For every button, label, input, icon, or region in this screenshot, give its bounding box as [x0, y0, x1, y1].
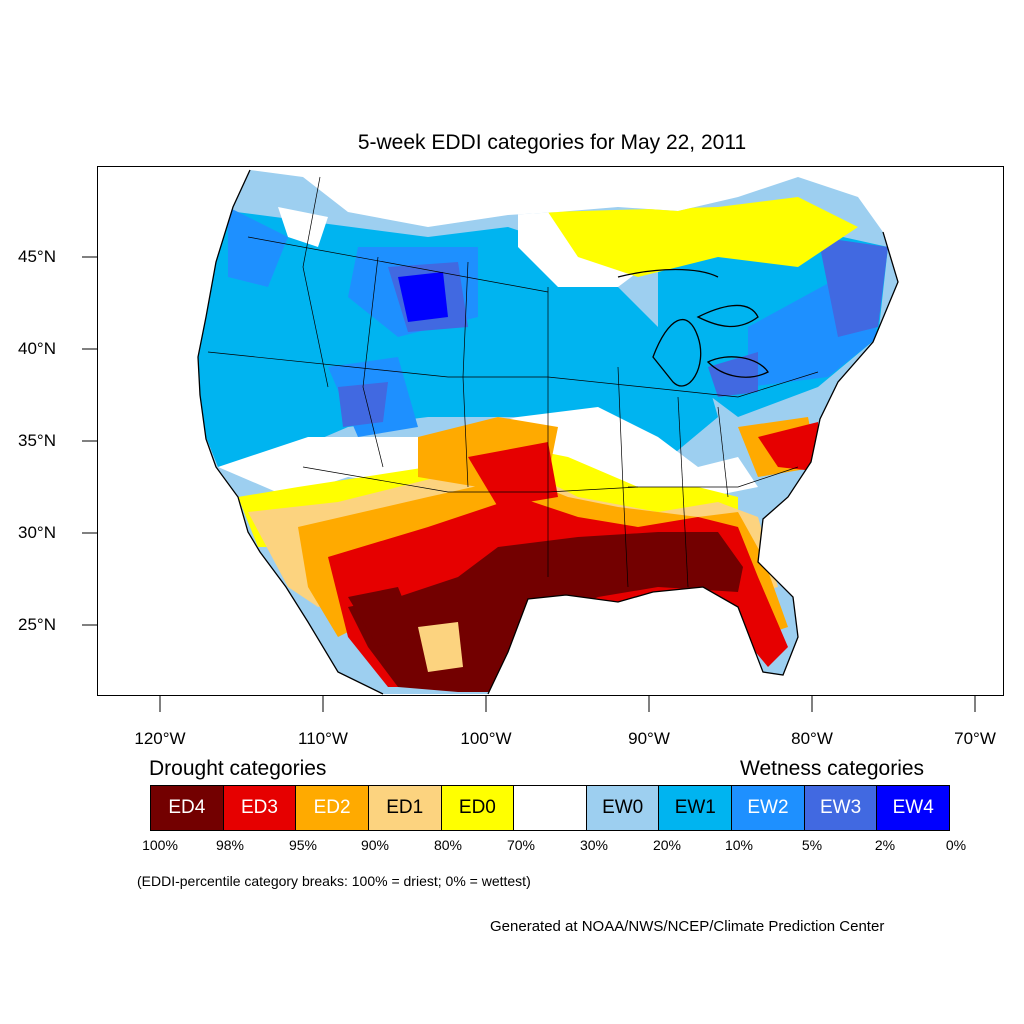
eddi-category-fill [198, 170, 898, 694]
lat-label-40: 40°N [18, 339, 56, 358]
break-label-90: 90% [360, 837, 390, 853]
map-title: 5-week EDDI categories for May 22, 2011 [357, 131, 747, 154]
lon-label-100w: 100°W [460, 729, 512, 748]
lat-label-35: 35°N [18, 431, 56, 450]
credit-line: Generated at NOAA/NWS/NCEP/Climate Predi… [490, 918, 885, 935]
legend-cell-ed1: ED1 [368, 786, 442, 830]
lon-label-70w: 70°W [954, 729, 996, 748]
category-breaks-note: (EDDI-percentile category breaks: 100% =… [137, 873, 531, 889]
legend-cell-ew0: EW0 [586, 786, 660, 830]
category-legend: ED4 ED3 ED2 ED1 ED0 EW0 EW1 EW2 EW3 EW4 [150, 785, 950, 831]
break-label-20: 20% [652, 837, 682, 853]
lon-label-90w: 90°W [628, 729, 670, 748]
legend-cell-ed4: ED4 [151, 786, 224, 830]
break-label-2: 2% [874, 837, 896, 853]
lon-label-110w: 110°W [298, 729, 348, 748]
lat-label-45: 45°N [18, 247, 56, 266]
legend-cell-ew2: EW2 [732, 786, 805, 830]
legend-cell-neutral [514, 786, 587, 830]
break-label-80: 80% [433, 837, 463, 853]
coastline [197, 169, 899, 695]
break-label-95: 95% [288, 837, 318, 853]
legend-cell-ed3: ED3 [223, 786, 297, 830]
break-label-100: 100% [142, 837, 178, 853]
legend-cell-ew4: EW4 [877, 786, 950, 830]
lon-label-80w: 80°W [791, 729, 833, 748]
break-label-70: 70% [506, 837, 536, 853]
map-canvas [197, 169, 899, 695]
break-label-30: 30% [579, 837, 609, 853]
lon-label-120w: 120°W [134, 729, 186, 748]
legend-cell-ew3: EW3 [804, 786, 878, 830]
lat-label-25: 25°N [18, 615, 56, 634]
map-frame [97, 166, 1004, 696]
drought-categories-title: Drought categories [149, 757, 327, 780]
break-label-98: 98% [215, 837, 245, 853]
legend-cell-ed2: ED2 [296, 786, 369, 830]
break-label-5: 5% [801, 837, 823, 853]
lat-label-30: 30°N [18, 523, 56, 542]
break-label-10: 10% [724, 837, 754, 853]
legend-cell-ew1: EW1 [659, 786, 733, 830]
legend-cell-ed0: ED0 [441, 786, 515, 830]
break-label-0: 0% [945, 837, 967, 853]
wetness-categories-title: Wetness categories [740, 757, 925, 780]
state-boundaries [207, 176, 819, 588]
